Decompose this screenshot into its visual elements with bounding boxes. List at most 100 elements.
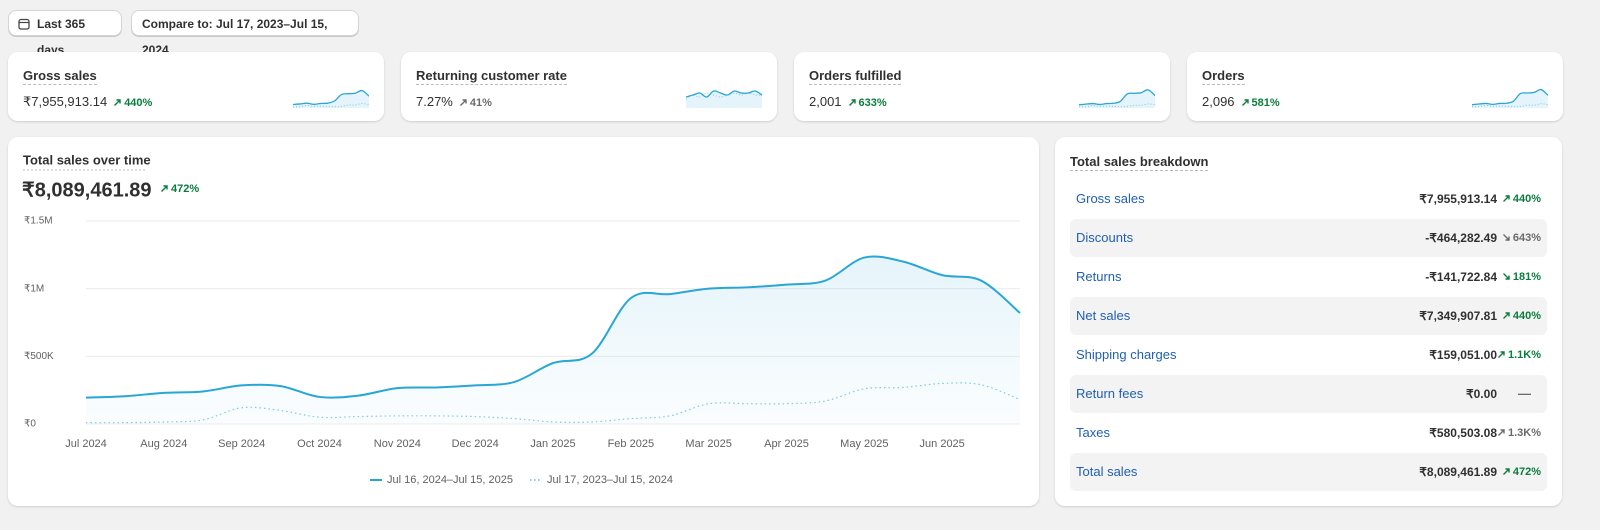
row-value: ₹7,955,913.14 [1419,192,1497,206]
change: 440% [1502,180,1541,218]
change: — [1518,375,1531,413]
x-tick-label: Dec 2024 [452,438,499,450]
trend-arrow [1502,468,1510,475]
y-tick-label: ₹1M [24,283,44,294]
trend-arrow [848,99,856,106]
change-text: 1.1K% [1507,349,1541,361]
change-text: 440% [1512,310,1541,322]
kpi-value: 7.27% 41% [416,94,492,109]
kpi-number: 7.27% [416,94,453,109]
row-name: Return fees [1076,386,1144,401]
row-value: -₹141,722.84 [1425,270,1497,284]
kpi-title: Orders fulfilled [809,68,902,85]
y-tick-label: ₹0 [24,419,36,430]
row-name: Total sales [1076,464,1138,479]
x-tick-label: Feb 2025 [608,438,654,450]
kpi-title: Orders [1202,68,1245,85]
breakdown-card: Total sales breakdown Gross sales ₹7,955,… [1055,137,1562,506]
chart-change-box: 472% [160,183,240,195]
change: 581% [1241,97,1280,109]
trend-arrow [1497,429,1505,436]
kpi-card: Returning customer rate 7.27% 41% [401,52,777,121]
change-text: 643% [1512,232,1541,244]
kpi-card: Orders fulfilled 2,001 633% [794,52,1170,121]
trend-arrow [1502,273,1510,280]
change-text: 581% [1251,97,1280,109]
change: 41% [459,97,492,109]
row-name: Shipping charges [1076,347,1177,362]
x-tick-label: Aug 2024 [140,438,187,450]
trend-arrow [1502,312,1510,319]
change-text: — [1518,386,1531,401]
chart-title: Total sales over time [23,152,151,167]
row-value: ₹7,349,907.81 [1419,309,1497,323]
arrow-path [1502,312,1510,319]
sparkline-current [1079,89,1155,106]
sparkline-previous [1079,103,1155,108]
trend-arrow [1241,99,1249,106]
x-tick-label: Sep 2024 [218,438,265,450]
sparkline-area [1472,89,1548,108]
row-name: Gross sales [1076,191,1145,206]
breakdown-row: Net sales ₹7,349,907.81 440% [1070,297,1547,335]
sparkline-area [1079,89,1155,108]
arrow-path [1502,234,1510,241]
arrow-path [161,185,168,192]
series-area [86,256,1020,424]
change: 440% [1502,297,1541,335]
legend-label: Jul 17, 2023–Jul 15, 2024 [547,474,673,486]
change: 440% [113,97,152,109]
row-name: Net sales [1076,308,1131,323]
x-tick-label: Jan 2025 [530,438,575,450]
change-text: 440% [124,97,153,109]
x-tick-label: Jun 2025 [920,438,965,450]
chart: Total sales over time ₹8,089,461.89 472% ₹0… [22,152,1021,486]
x-tick-label: Oct 2024 [297,438,342,450]
kpi-title: Returning customer rate [416,68,567,85]
breakdown-row: Gross sales ₹7,955,913.14 440% [1070,180,1547,218]
trend-arrow [1497,351,1505,358]
change-text: 472% [1512,466,1541,478]
kpi-card: Gross sales ₹7,955,913.14 440% [8,52,384,121]
trend-arrow [1502,234,1510,241]
change: 1.1K% [1497,336,1541,374]
sparkline-area [293,90,369,108]
change-text: 1.3K% [1507,427,1541,439]
sparkline-previous [1472,103,1548,108]
y-tick-label: ₹500K [24,351,54,362]
change: 472% [160,183,240,195]
x-tick-label: Jul 2024 [65,438,107,450]
arrow-path [114,99,121,106]
row-name: Taxes [1076,425,1110,440]
sparkline [293,89,369,108]
trend-arrow [459,99,467,106]
breakdown-row: Discounts -₹464,282.49 643% [1070,219,1547,257]
change-text: 181% [1512,271,1541,283]
kpi-value: 2,096 581% [1202,94,1280,109]
change-text: 472% [171,183,200,195]
change: 643% [1502,219,1541,257]
kpi-number: ₹7,955,913.14 [23,94,108,109]
sparkline [1472,88,1548,108]
trend-arrow [161,185,168,192]
arrow-path [1502,273,1510,280]
legend-label: Jul 16, 2024–Jul 15, 2025 [387,474,513,486]
x-tick-label: Nov 2024 [374,438,421,450]
trend-arrow [114,99,121,106]
sparkline-previous [293,103,369,108]
sparkline-area [686,90,762,108]
breakdown-row: Returns -₹141,722.84 181% [1070,258,1547,296]
arrow-path [1497,351,1505,358]
row-value: ₹159,051.00 [1429,348,1497,362]
arrow-path [848,99,856,106]
row-value: ₹0.00 [1466,387,1497,401]
row-name: Returns [1076,269,1122,284]
change: 633% [848,97,887,109]
kpi-title: Gross sales [23,68,97,85]
chart-total: ₹8,089,461.89 [22,179,152,201]
row-name: Discounts [1076,230,1134,245]
kpi-value: ₹7,955,913.14 440% [23,94,152,110]
change-text: 41% [469,97,492,109]
row-value: ₹580,503.08 [1429,426,1497,440]
